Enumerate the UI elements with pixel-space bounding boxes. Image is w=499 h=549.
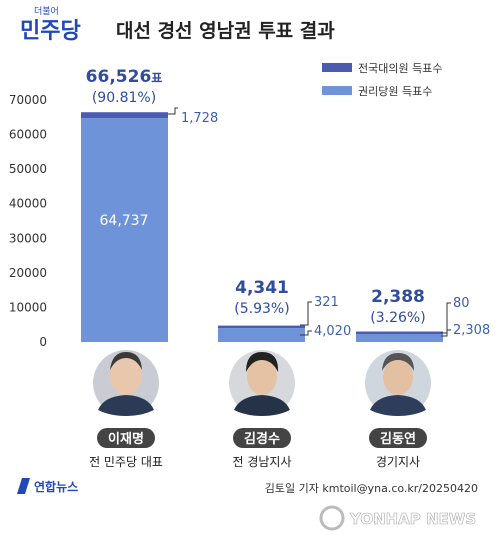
suit-shape xyxy=(234,395,290,416)
y-tick-label: 40000 xyxy=(9,197,47,211)
party-logo: 민주당 xyxy=(20,19,81,44)
percent-label-lee: (90.81%) xyxy=(92,90,156,106)
y-tick-label: 20000 xyxy=(9,266,47,280)
yonhap-logo: 연합뉴스 xyxy=(17,478,78,494)
candidate-name-lee: 이재명 xyxy=(108,431,144,447)
face-shape xyxy=(247,359,277,395)
watermark: YONHAP NEWS xyxy=(319,505,476,531)
bar-member-lee xyxy=(81,118,168,342)
bar-delegate-kimks xyxy=(218,325,305,329)
member-value-kimdy: 2,308 xyxy=(453,323,490,338)
brand-small: 더불어 xyxy=(34,6,59,17)
callout-line xyxy=(168,107,178,115)
credit-line: 김토일 기자 kmtoil@yna.co.kr/20250420 xyxy=(265,481,478,495)
member-value-kimks: 4,020 xyxy=(314,324,351,339)
portrait-kimks xyxy=(229,350,295,416)
suit-shape xyxy=(370,395,426,416)
name-pill-kimdy xyxy=(369,428,427,448)
total-label-lee: 66,526표 xyxy=(86,67,163,87)
bars xyxy=(81,112,443,342)
bar-member-kimdy xyxy=(356,334,443,342)
delegate-value-lee: 1,728 xyxy=(181,111,218,126)
legend: 전국대의원 득표수 권리당원 득표수 xyxy=(322,62,442,98)
callout-line xyxy=(441,302,451,334)
percent-label-kimks: (5.93%) xyxy=(234,301,289,317)
y-axis: 0 10000 20000 30000 40000 50000 60000 70… xyxy=(9,93,47,349)
name-pill-kimks xyxy=(233,428,291,448)
portrait-kimdy xyxy=(365,350,431,416)
callouts xyxy=(168,107,451,337)
member-value-lee: 64,737 xyxy=(100,213,149,229)
candidate-role-kimks: 전 경남지사 xyxy=(232,455,291,469)
bar-delegate-lee xyxy=(81,112,168,119)
legend-label-delegate: 전국대의원 득표수 xyxy=(358,62,442,75)
y-tick-label: 30000 xyxy=(9,231,47,245)
callout-line xyxy=(300,330,312,336)
yonhap-logo-icon xyxy=(17,478,30,494)
candidate-role-lee: 전 민주당 대표 xyxy=(89,455,163,469)
face-shape xyxy=(110,357,142,395)
candidate-name-kimdy: 김동연 xyxy=(380,432,416,447)
bar-member-kimks xyxy=(218,328,305,342)
hair-shape xyxy=(110,352,142,370)
legend-swatch-delegate xyxy=(322,63,352,72)
page-title: 대선 경선 영남권 투표 결과 xyxy=(116,20,335,42)
delegate-value-kimdy: 80 xyxy=(453,296,470,311)
percent-label-kimdy: (3.26%) xyxy=(370,310,425,326)
y-tick-label: 0 xyxy=(39,335,47,349)
y-tick-label: 70000 xyxy=(9,93,47,107)
legend-label-member: 권리당원 득표수 xyxy=(358,85,432,98)
candidate-role-kimdy: 경기지사 xyxy=(376,455,420,469)
total-label-kimks: 4,341 xyxy=(235,278,289,298)
yonhap-logo-text: 연합뉴스 xyxy=(34,479,78,494)
y-tick-label: 50000 xyxy=(9,162,47,176)
watermark-icon xyxy=(319,505,345,531)
total-label-kimdy: 2,388 xyxy=(371,287,425,307)
watermark-text: YONHAP NEWS xyxy=(349,510,476,528)
hair-shape xyxy=(382,353,414,371)
y-tick-label: 10000 xyxy=(9,300,47,314)
legend-swatch-member xyxy=(322,86,352,95)
callout-line xyxy=(441,329,451,337)
portrait-lee xyxy=(93,350,159,416)
face-shape xyxy=(383,359,413,395)
suit-shape xyxy=(98,395,154,416)
hair-shape xyxy=(246,352,279,372)
bar-delegate-kimdy xyxy=(356,331,443,335)
callout-line xyxy=(300,301,312,326)
candidate-name-kimks: 김경수 xyxy=(244,431,280,447)
name-pill-lee xyxy=(97,428,155,448)
delegate-value-kimks: 321 xyxy=(314,295,339,310)
y-tick-label: 60000 xyxy=(9,128,47,142)
